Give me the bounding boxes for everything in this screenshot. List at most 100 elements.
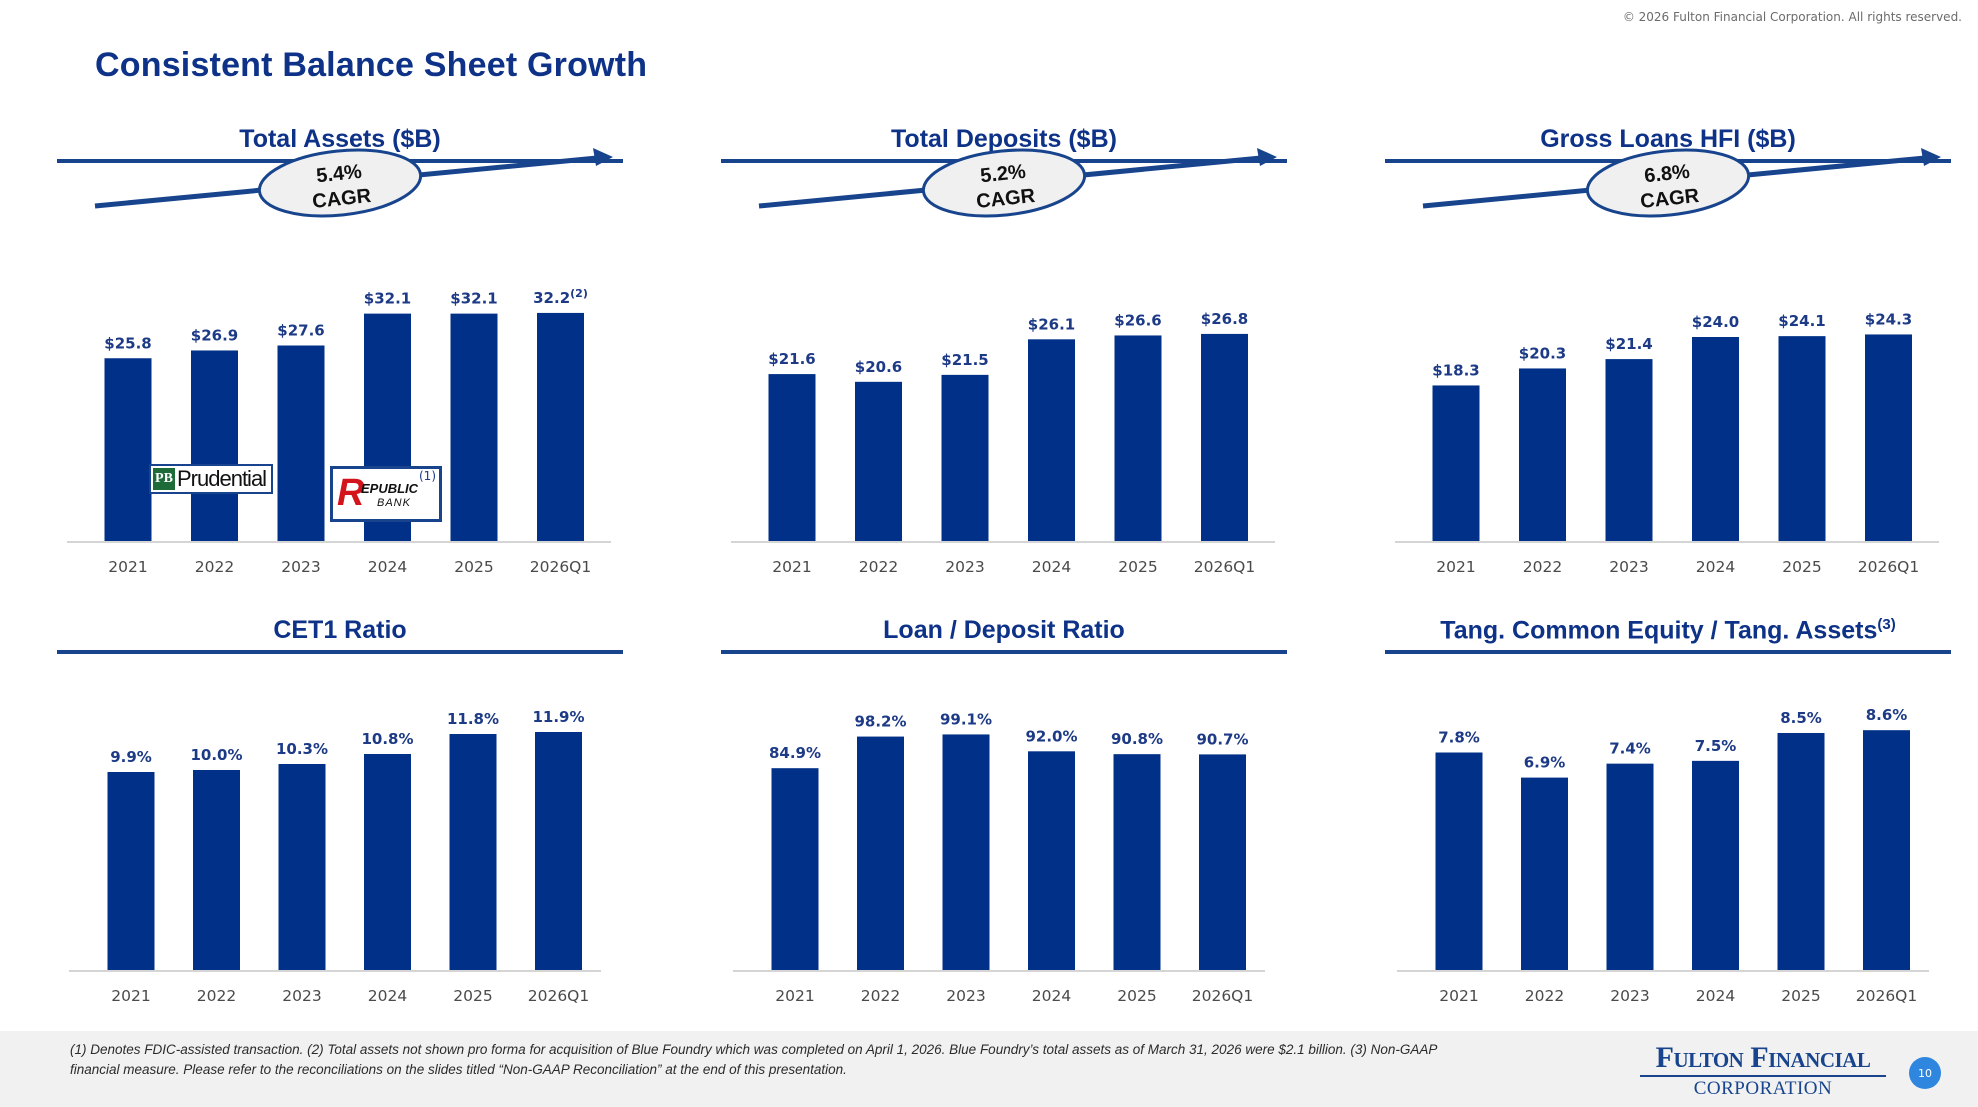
bar-chart: 84.9% 2021 98.2% 2022 99.1% 2023 92.0% 2024 90.8…: [733, 710, 1265, 1005]
x-tick-label: 2021: [772, 558, 811, 576]
chart-panel-tce-ta: Tang. Common Equity / Tang. Assets(3) 7.…: [1385, 616, 1951, 1016]
data-label: 9.9%: [110, 748, 152, 766]
x-tick-label: 2024: [1696, 558, 1735, 576]
title-footnote-ref: (3): [1877, 616, 1896, 633]
data-label: $24.3: [1865, 310, 1912, 328]
data-label: 11.8%: [447, 710, 499, 728]
data-label: 7.4%: [1609, 740, 1651, 758]
x-tick-label: 2024: [1696, 987, 1735, 1005]
cagr-value: 5.4%: [315, 161, 363, 188]
chart-title-text: Gross Loans HFI ($B): [1540, 125, 1796, 153]
x-tick-label: 2021: [1439, 987, 1478, 1005]
fulton-financial-logo: Fulton Financial CORPORATION: [1640, 1043, 1886, 1101]
bar-2024: [364, 754, 411, 970]
bar-2023: [942, 734, 990, 970]
cagr-annotation: 5.2%CAGR: [758, 148, 1277, 218]
chart-title-text: CET1 Ratio: [273, 616, 407, 644]
bar-2026Q1: [1201, 333, 1248, 541]
cagr-annotation: 6.8%CAGR: [1422, 148, 1941, 218]
data-label: 10.3%: [276, 740, 328, 758]
republic-initial: R: [337, 472, 365, 514]
data-label: 8.6%: [1866, 706, 1908, 724]
data-label: 11.9%: [532, 708, 584, 726]
x-tick-label: 2023: [946, 987, 985, 1005]
title-divider: [721, 650, 1287, 654]
data-label: 10.0%: [190, 746, 242, 764]
chart-title: CET1 Ratio: [57, 616, 623, 645]
data-label: 99.1%: [940, 710, 992, 728]
bar-2025: [1778, 336, 1826, 541]
bar-2025: [450, 313, 498, 541]
republic-bank-logo: R EPUBLIC BANK (1): [330, 466, 442, 522]
chart-title: Loan / Deposit Ratio: [721, 616, 1287, 645]
data-label: 7.5%: [1695, 737, 1737, 755]
bar-2021: [104, 358, 152, 541]
data-label: 90.8%: [1111, 730, 1163, 748]
bar-2024: [1028, 751, 1075, 970]
data-label: 90.7%: [1196, 730, 1248, 748]
bar-2026Q1: [1863, 730, 1910, 970]
x-tick-label: 2023: [1610, 987, 1649, 1005]
data-label: $24.1: [1778, 312, 1825, 330]
x-tick-label: 2022: [1523, 558, 1562, 576]
data-label: 98.2%: [854, 713, 906, 731]
chart-title-text: Loan / Deposit Ratio: [883, 616, 1125, 644]
x-tick-label: 2022: [195, 558, 234, 576]
x-tick-label: 2023: [282, 987, 321, 1005]
chart-panel-total-assets: Total Assets ($B) 5.4% CAGR $25.8 2021 $26.9…: [57, 125, 623, 576]
bar-2024: [1692, 337, 1739, 541]
chart-panel-gross-loans: Gross Loans HFI ($B) 6.8% CAGR $18.3 2021 $2…: [1385, 125, 1951, 576]
data-label: $18.3: [1432, 361, 1479, 379]
chart-title: Total Deposits ($B): [721, 125, 1287, 154]
data-label: $26.6: [1114, 311, 1161, 329]
cagr-value: 5.2%: [979, 161, 1027, 188]
x-tick-label: 2026Q1: [1858, 558, 1920, 576]
data-label: 32.2(2): [533, 287, 588, 307]
data-label: $26.8: [1201, 310, 1248, 328]
arrow-head-icon: [1257, 148, 1277, 166]
x-tick-label: 2023: [945, 558, 984, 576]
data-label: $21.5: [941, 351, 988, 369]
bar-2025: [1114, 335, 1162, 541]
bar-2023: [941, 374, 989, 541]
data-label: $21.4: [1605, 335, 1652, 353]
bar-2022: [857, 736, 904, 970]
x-tick-label: 2024: [1032, 987, 1071, 1005]
chart-panel-loan-deposit-ratio: Loan / Deposit Ratio 84.9% 2021 98.2% 2022 9…: [721, 616, 1287, 1016]
x-tick-label: 2021: [1436, 558, 1475, 576]
chart-title: Gross Loans HFI ($B): [1385, 125, 1951, 154]
chart-title: Total Assets ($B): [57, 125, 623, 154]
logo-subtitle: CORPORATION: [1693, 1078, 1833, 1099]
bar-2026Q1: [537, 312, 584, 541]
arrow-head-icon: [593, 148, 613, 166]
bar-2021: [1435, 752, 1483, 970]
cagr-ellipse: [1585, 148, 1751, 218]
x-tick-label: 2023: [281, 558, 320, 576]
data-label: 84.9%: [769, 744, 821, 762]
chart-title-text: Total Deposits ($B): [891, 125, 1117, 153]
cagr-ellipse: [257, 148, 423, 218]
bar-2022: [1521, 777, 1568, 970]
republic-footnote-ref: (1): [419, 469, 436, 483]
bar-2023: [278, 764, 326, 970]
arrow-head-icon: [1921, 148, 1941, 166]
data-label: $25.8: [104, 334, 151, 352]
data-label: $27.6: [277, 322, 324, 340]
data-label: 6.9%: [1524, 754, 1566, 772]
bar-2022: [855, 381, 902, 541]
data-label: 92.0%: [1025, 727, 1077, 745]
bar-2022: [191, 350, 238, 541]
data-label: $20.3: [1519, 344, 1566, 362]
data-label: $21.6: [768, 350, 815, 368]
x-tick-label: 2022: [859, 558, 898, 576]
x-tick-label: 2022: [197, 987, 236, 1005]
bar-chart: 5.2%CAGR $21.6 2021 $20.6 2022 $21.5 2023 $26.1…: [731, 148, 1277, 576]
bar-2021: [107, 772, 155, 970]
x-tick-label: 2025: [1117, 987, 1156, 1005]
data-label: $26.9: [191, 326, 238, 344]
data-label: 7.8%: [1438, 729, 1480, 747]
chart-panel-total-deposits: Total Deposits ($B) 5.2% CAGR $21.6 2021 $20…: [721, 125, 1287, 576]
data-label: 8.5%: [1780, 709, 1822, 727]
x-tick-label: 2024: [368, 558, 407, 576]
bar-chart: 9.9% 2021 10.0% 2022 10.3% 2023 10.8% 2024 11.8%…: [69, 708, 601, 1005]
